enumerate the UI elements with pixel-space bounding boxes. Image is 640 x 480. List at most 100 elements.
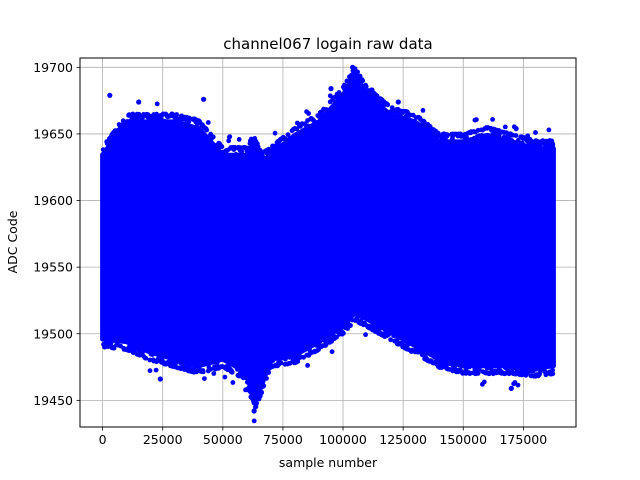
data-point <box>252 386 258 392</box>
data-point <box>483 152 489 158</box>
data-point <box>210 134 216 140</box>
data-point <box>282 339 287 345</box>
data-point <box>302 334 308 340</box>
outlier-point <box>350 64 356 70</box>
data-point <box>537 369 543 375</box>
data-point <box>301 347 307 353</box>
outlier-point <box>157 376 163 382</box>
data-point <box>417 330 423 335</box>
y-tick-label: 19650 <box>33 126 73 141</box>
data-point <box>266 370 272 375</box>
data-point <box>481 379 487 385</box>
data-point <box>232 347 238 353</box>
data-point <box>355 296 361 302</box>
data-point <box>375 317 380 322</box>
data-point <box>343 309 349 314</box>
data-point <box>443 355 449 360</box>
data-point <box>416 324 421 329</box>
data-point <box>184 353 190 359</box>
data-point <box>259 390 265 395</box>
outlier-point <box>395 99 401 105</box>
data-point <box>432 347 438 353</box>
data-point <box>132 332 138 338</box>
outlier-point <box>136 99 142 105</box>
data-point <box>522 154 527 159</box>
data-point <box>233 359 239 364</box>
chart-title: channel067 logain raw data <box>223 35 432 53</box>
y-tick-label: 19450 <box>33 393 73 408</box>
data-point <box>162 118 168 124</box>
data-point <box>441 342 447 348</box>
data-point <box>210 342 216 347</box>
data-point <box>177 124 183 130</box>
data-point <box>207 360 213 366</box>
data-point <box>539 146 545 152</box>
data-point <box>141 332 147 338</box>
data-point <box>430 137 436 142</box>
data-point <box>453 362 459 368</box>
data-point <box>113 138 119 143</box>
data-point <box>547 344 553 350</box>
data-point <box>534 163 539 168</box>
data-point <box>108 340 114 346</box>
data-point <box>508 150 513 156</box>
data-point <box>406 116 412 122</box>
data-point <box>226 361 232 366</box>
data-point <box>219 352 225 358</box>
data-point <box>204 127 210 133</box>
data-point <box>103 161 108 166</box>
data-point <box>240 356 246 361</box>
data-point <box>147 357 153 363</box>
data-point <box>214 360 220 365</box>
data-point <box>310 139 316 144</box>
data-point <box>419 139 425 145</box>
data-point <box>272 160 278 166</box>
data-point <box>389 325 395 331</box>
data-point <box>476 350 481 355</box>
data-point <box>191 135 197 141</box>
data-point <box>448 358 454 363</box>
data-point <box>140 349 146 355</box>
data-point <box>486 146 492 151</box>
data-point <box>529 146 534 152</box>
data-point <box>526 361 532 367</box>
data-point <box>321 321 326 327</box>
data-point <box>341 330 346 336</box>
data-point <box>111 345 117 351</box>
outlier-point <box>508 385 514 391</box>
data-point <box>152 129 158 135</box>
data-point <box>395 336 401 342</box>
data-point <box>426 331 432 337</box>
data-point <box>468 342 474 348</box>
data-point <box>410 341 415 347</box>
data-point <box>527 149 532 155</box>
data-point <box>390 316 396 322</box>
data-point <box>287 145 292 151</box>
outlier-point <box>328 86 334 92</box>
x-tick-label: 0 <box>99 432 107 447</box>
data-point <box>525 163 531 169</box>
data-point <box>326 115 331 121</box>
data-point <box>190 358 196 364</box>
data-point <box>401 317 407 323</box>
data-point <box>186 119 192 125</box>
data-point <box>175 137 180 142</box>
data-point <box>319 332 325 337</box>
data-point <box>456 151 462 157</box>
outlier-point <box>513 126 519 132</box>
data-point <box>100 147 106 153</box>
data-point <box>202 376 207 381</box>
x-tick-label: 75000 <box>263 432 303 447</box>
data-point <box>525 133 531 139</box>
data-point <box>245 360 251 366</box>
data-point <box>268 163 274 168</box>
data-point <box>440 160 446 166</box>
data-point <box>360 78 366 84</box>
data-point <box>349 87 355 93</box>
data-point <box>381 307 387 313</box>
data-point <box>174 112 180 117</box>
data-point <box>102 156 108 162</box>
data-point <box>189 140 195 146</box>
data-point <box>165 345 171 351</box>
data-point <box>523 143 529 149</box>
